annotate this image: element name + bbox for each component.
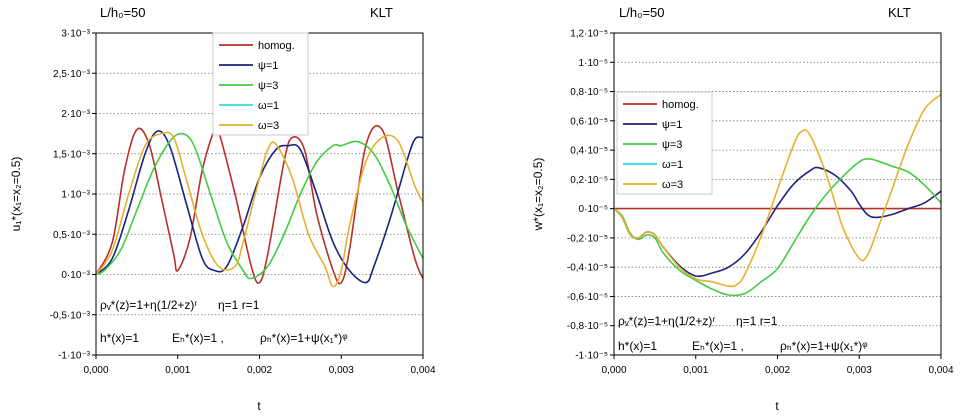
left-series-line-2 [95, 132, 424, 280]
right-annotation-params: η=1 r=1 [736, 314, 778, 328]
left-legend-box [212, 32, 309, 136]
right-legend-label: ψ=1 [662, 119, 682, 131]
left-x-ticks: 0,000 0,001 0,002 0,003 0,004 [83, 355, 436, 376]
right-y-tick-label: -0,4·10⁻⁵ [567, 263, 608, 274]
left-y-tick-label: 0·10⁻³ [61, 270, 90, 281]
left-y-tick-label: -0,5·10⁻³ [50, 310, 91, 321]
left-legend-label: ψ=1 [258, 60, 278, 72]
left-x-tick-label: 0,000 [83, 365, 108, 376]
right-legend-label: homog. [662, 99, 699, 111]
right-x-ticks: 0,000 0,001 0,002 0,003 0,004 [601, 355, 954, 376]
left-legend: homog. ψ=1 ψ=3 ω=1 ω=3 [212, 32, 309, 136]
left-y-tick-label: 3·10⁻³ [61, 29, 90, 40]
left-y-tick-label: 1·10⁻³ [61, 190, 90, 201]
right-series-line-4 [613, 93, 942, 288]
left-annotation-rho-h: ρₕ*(x)=1+ψ(x₁*)ᵠ [260, 331, 348, 345]
right-y-tick-label: -1·10⁻⁵ [575, 351, 608, 362]
left-legend-label: homog. [258, 40, 295, 52]
right-y-tick-label: -0,6·10⁻⁵ [567, 292, 608, 303]
right-x-tick-label: 0,004 [928, 365, 953, 376]
right-x-tick-label: 0,003 [847, 365, 872, 376]
left-x-tick-label: 0,002 [247, 365, 272, 376]
right-y-tick-label: 1,2·10⁻⁵ [570, 29, 608, 40]
left-y-tick-label: 1,5·10⁻³ [53, 149, 91, 160]
left-annotation-params: η=1 r=1 [218, 298, 260, 312]
right-legend-label: ψ=3 [662, 139, 682, 151]
left-x-tick-label: 0,001 [165, 365, 190, 376]
right-legend-box [616, 91, 713, 195]
right-x-tick-label: 0,001 [683, 365, 708, 376]
right-y-tick-label: 0,4·10⁻⁵ [570, 146, 608, 157]
right-y-tick-label: 0,8·10⁻⁵ [570, 87, 608, 98]
right-y-tick-label: -0,2·10⁻⁵ [567, 233, 608, 244]
right-legend-label: ω=1 [662, 159, 683, 171]
left-y-axis-label: u₁*(x₁=x₂=0.5) [9, 157, 23, 232]
right-y-ticks: -1·10⁻⁵ -0,8·10⁻⁵ -0,6·10⁻⁵ -0,4·10⁻⁵ -0,2·1… [567, 29, 614, 362]
left-legend-entries: homog. ψ=1 ψ=3 ω=1 ω=3 [219, 40, 295, 132]
left-legend-label: ω=1 [258, 100, 279, 112]
left-x-tick-label: 0,003 [329, 365, 354, 376]
right-legend: homog. ψ=1 ψ=3 ω=1 ω=3 [616, 91, 713, 195]
right-legend-entries: homog. ψ=1 ψ=3 ω=1 ω=3 [623, 99, 699, 191]
right-y-tick-label: 0,2·10⁻⁵ [570, 175, 608, 186]
right-x-axis-label: t [775, 399, 779, 413]
left-series-line-1 [95, 130, 424, 284]
right-top-left-label: L/h₀=50 [619, 5, 665, 20]
right-y-tick-label: -0,8·10⁻⁵ [567, 321, 608, 332]
left-annotation-eh: Eₕ*(x)=1 , [172, 331, 224, 345]
left-annotation-h: h*(x)=1 [100, 331, 139, 345]
right-legend-label: ω=3 [662, 179, 683, 191]
right-y-tick-label: 0,6·10⁻⁵ [570, 116, 608, 127]
left-chart: 0,000 0,001 0,002 0,003 0,004 -1·10⁻³ -0,5·10… [9, 5, 436, 413]
left-y-ticks: -1·10⁻³ -0,5·10⁻³ 0·10⁻³ 0,5·10⁻³ 1·10⁻³ 1,5·… [50, 29, 96, 362]
right-annotation-rho-h: ρₕ*(x)=1+ψ(x₁*)ᵠ [780, 339, 868, 353]
left-y-tick-label: 0,5·10⁻³ [53, 230, 91, 241]
left-annotation-rho-v: ρᵥ*(z)=1+η(1/2+z)ʳ [100, 298, 197, 312]
right-series [613, 93, 942, 297]
right-y-axis-label: w*(x₁=x₂=0.5) [531, 158, 545, 232]
right-x-tick-label: 0,002 [765, 365, 790, 376]
left-series [95, 123, 424, 288]
left-y-tick-label: 2,5·10⁻³ [53, 69, 91, 80]
left-y-tick-label: -1·10⁻³ [58, 351, 91, 362]
right-series-line-2 [613, 158, 942, 297]
left-top-left-label: L/h₀=50 [100, 5, 146, 20]
right-x-tick-label: 0,000 [601, 365, 626, 376]
right-chart: 0,000 0,001 0,002 0,003 0,004 -1·10⁻⁵ -0,8·10… [531, 5, 954, 413]
left-x-axis-label: t [257, 399, 261, 413]
right-annotation-rho-v: ρᵥ*(z)=1+η(1/2+z)ʳ [618, 314, 715, 328]
left-series-line-0 [95, 123, 424, 285]
right-y-tick-label: 0·10⁻⁵ [579, 204, 608, 215]
left-x-tick-label: 0,004 [410, 365, 435, 376]
left-legend-label: ω=3 [258, 120, 279, 132]
left-y-tick-label: 2·10⁻³ [61, 109, 90, 120]
right-top-right-label: KLT [888, 5, 911, 20]
right-y-tick-label: 1·10⁻⁵ [579, 58, 608, 69]
left-series-line-4 [95, 131, 424, 288]
right-annotation-h: h*(x)=1 [618, 339, 657, 353]
right-annotation-eh: Eₕ*(x)=1 , [692, 339, 744, 353]
left-legend-label: ψ=3 [258, 80, 278, 92]
left-top-right-label: KLT [370, 5, 393, 20]
